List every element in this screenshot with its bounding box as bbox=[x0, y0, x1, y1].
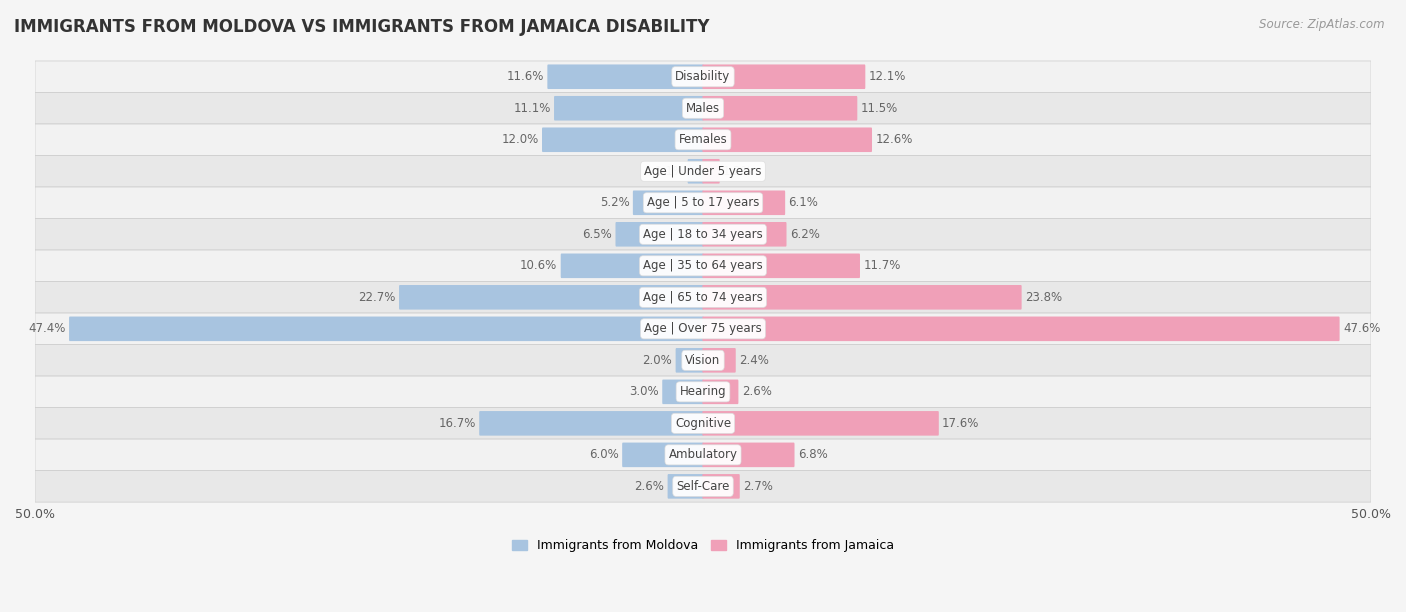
Text: 11.6%: 11.6% bbox=[506, 70, 544, 83]
FancyBboxPatch shape bbox=[35, 408, 1371, 439]
Text: 47.6%: 47.6% bbox=[1343, 323, 1381, 335]
FancyBboxPatch shape bbox=[668, 474, 703, 499]
Text: 1.1%: 1.1% bbox=[654, 165, 685, 177]
FancyBboxPatch shape bbox=[35, 155, 1371, 187]
Text: 3.0%: 3.0% bbox=[630, 386, 659, 398]
Text: 11.7%: 11.7% bbox=[863, 259, 901, 272]
FancyBboxPatch shape bbox=[703, 411, 939, 436]
Text: 12.1%: 12.1% bbox=[869, 70, 905, 83]
Text: Age | Over 75 years: Age | Over 75 years bbox=[644, 323, 762, 335]
FancyBboxPatch shape bbox=[703, 285, 1022, 310]
FancyBboxPatch shape bbox=[35, 282, 1371, 313]
Text: Age | Under 5 years: Age | Under 5 years bbox=[644, 165, 762, 177]
Text: Ambulatory: Ambulatory bbox=[668, 449, 738, 461]
FancyBboxPatch shape bbox=[703, 253, 860, 278]
FancyBboxPatch shape bbox=[633, 190, 703, 215]
FancyBboxPatch shape bbox=[35, 250, 1371, 282]
Text: 47.4%: 47.4% bbox=[28, 323, 66, 335]
FancyBboxPatch shape bbox=[69, 316, 703, 341]
Text: 10.6%: 10.6% bbox=[520, 259, 557, 272]
Text: 12.6%: 12.6% bbox=[876, 133, 912, 146]
FancyBboxPatch shape bbox=[703, 159, 720, 184]
Text: 2.6%: 2.6% bbox=[634, 480, 664, 493]
Text: 2.0%: 2.0% bbox=[643, 354, 672, 367]
FancyBboxPatch shape bbox=[547, 64, 703, 89]
FancyBboxPatch shape bbox=[35, 61, 1371, 92]
Text: 11.1%: 11.1% bbox=[513, 102, 551, 115]
Legend: Immigrants from Moldova, Immigrants from Jamaica: Immigrants from Moldova, Immigrants from… bbox=[508, 534, 898, 557]
FancyBboxPatch shape bbox=[703, 190, 785, 215]
FancyBboxPatch shape bbox=[703, 316, 1340, 341]
Text: Source: ZipAtlas.com: Source: ZipAtlas.com bbox=[1260, 18, 1385, 31]
FancyBboxPatch shape bbox=[623, 442, 703, 467]
FancyBboxPatch shape bbox=[703, 222, 786, 247]
FancyBboxPatch shape bbox=[676, 348, 703, 373]
FancyBboxPatch shape bbox=[35, 92, 1371, 124]
Text: 12.0%: 12.0% bbox=[502, 133, 538, 146]
FancyBboxPatch shape bbox=[35, 376, 1371, 408]
Text: IMMIGRANTS FROM MOLDOVA VS IMMIGRANTS FROM JAMAICA DISABILITY: IMMIGRANTS FROM MOLDOVA VS IMMIGRANTS FR… bbox=[14, 18, 710, 36]
FancyBboxPatch shape bbox=[703, 127, 872, 152]
Text: 6.5%: 6.5% bbox=[582, 228, 612, 241]
FancyBboxPatch shape bbox=[35, 471, 1371, 502]
Text: 6.2%: 6.2% bbox=[790, 228, 820, 241]
FancyBboxPatch shape bbox=[662, 379, 703, 404]
Text: Age | 65 to 74 years: Age | 65 to 74 years bbox=[643, 291, 763, 304]
Text: Cognitive: Cognitive bbox=[675, 417, 731, 430]
Text: Age | 18 to 34 years: Age | 18 to 34 years bbox=[643, 228, 763, 241]
Text: Disability: Disability bbox=[675, 70, 731, 83]
Text: 6.1%: 6.1% bbox=[789, 196, 818, 209]
FancyBboxPatch shape bbox=[479, 411, 703, 436]
FancyBboxPatch shape bbox=[703, 379, 738, 404]
Text: 2.7%: 2.7% bbox=[744, 480, 773, 493]
Text: 1.2%: 1.2% bbox=[723, 165, 754, 177]
FancyBboxPatch shape bbox=[541, 127, 703, 152]
FancyBboxPatch shape bbox=[35, 187, 1371, 218]
Text: 22.7%: 22.7% bbox=[359, 291, 395, 304]
FancyBboxPatch shape bbox=[35, 124, 1371, 155]
Text: 11.5%: 11.5% bbox=[860, 102, 898, 115]
FancyBboxPatch shape bbox=[688, 159, 703, 184]
Text: Males: Males bbox=[686, 102, 720, 115]
FancyBboxPatch shape bbox=[35, 313, 1371, 345]
FancyBboxPatch shape bbox=[703, 64, 865, 89]
FancyBboxPatch shape bbox=[561, 253, 703, 278]
Text: Vision: Vision bbox=[685, 354, 721, 367]
Text: 23.8%: 23.8% bbox=[1025, 291, 1062, 304]
Text: Age | 35 to 64 years: Age | 35 to 64 years bbox=[643, 259, 763, 272]
Text: 6.8%: 6.8% bbox=[797, 449, 828, 461]
Text: Age | 5 to 17 years: Age | 5 to 17 years bbox=[647, 196, 759, 209]
FancyBboxPatch shape bbox=[35, 218, 1371, 250]
Text: 6.0%: 6.0% bbox=[589, 449, 619, 461]
FancyBboxPatch shape bbox=[616, 222, 703, 247]
FancyBboxPatch shape bbox=[35, 345, 1371, 376]
Text: 5.2%: 5.2% bbox=[600, 196, 630, 209]
FancyBboxPatch shape bbox=[703, 442, 794, 467]
Text: 16.7%: 16.7% bbox=[439, 417, 475, 430]
FancyBboxPatch shape bbox=[703, 474, 740, 499]
Text: Hearing: Hearing bbox=[679, 386, 727, 398]
FancyBboxPatch shape bbox=[399, 285, 703, 310]
FancyBboxPatch shape bbox=[35, 439, 1371, 471]
FancyBboxPatch shape bbox=[703, 348, 735, 373]
Text: Females: Females bbox=[679, 133, 727, 146]
Text: 2.6%: 2.6% bbox=[742, 386, 772, 398]
Text: Self-Care: Self-Care bbox=[676, 480, 730, 493]
FancyBboxPatch shape bbox=[703, 96, 858, 121]
Text: 2.4%: 2.4% bbox=[740, 354, 769, 367]
FancyBboxPatch shape bbox=[554, 96, 703, 121]
Text: 17.6%: 17.6% bbox=[942, 417, 980, 430]
